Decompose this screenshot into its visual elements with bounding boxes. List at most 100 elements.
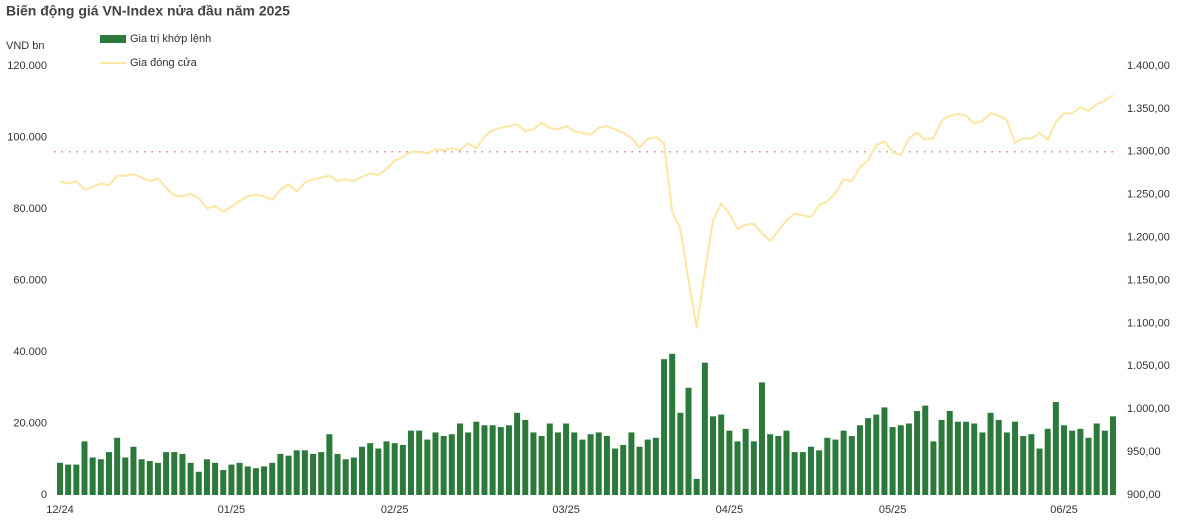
bar (154, 462, 161, 495)
bar (1012, 421, 1019, 495)
bar (612, 448, 619, 495)
bar (685, 387, 692, 495)
bar (742, 428, 749, 495)
bar (473, 421, 480, 495)
bar (179, 453, 186, 495)
legend-swatch (100, 35, 126, 43)
bar (465, 432, 472, 495)
bar (530, 432, 537, 495)
bar (130, 446, 137, 495)
bar (342, 459, 349, 495)
bar (938, 419, 945, 495)
y2-tick-label: 1.250,00 (1127, 189, 1170, 201)
bar (1101, 430, 1108, 495)
bar (97, 459, 104, 495)
bar (954, 421, 961, 495)
bar (807, 446, 814, 495)
bar (481, 425, 488, 495)
bar (603, 436, 610, 495)
bar (538, 436, 545, 495)
bar (228, 464, 235, 495)
bar (1028, 434, 1035, 495)
bar (448, 434, 455, 495)
bar (105, 452, 112, 495)
y-tick-label: 60.000 (13, 274, 47, 286)
bar (269, 462, 276, 495)
bar (187, 462, 194, 495)
bar (759, 382, 765, 495)
chart-title: Biến động giá VN-Index nửa đầu năm 2025 (6, 3, 290, 19)
bar (799, 452, 806, 495)
bar (252, 468, 259, 495)
bar (383, 441, 390, 495)
x-tick-label: 04/25 (716, 504, 744, 516)
x-tick-label: 03/25 (552, 504, 580, 516)
bar (334, 453, 341, 495)
bar (203, 459, 210, 495)
bar (1069, 430, 1076, 495)
bar (440, 436, 447, 495)
price-line (59, 94, 1114, 329)
bar (652, 437, 659, 495)
y-tick-label: 80.000 (13, 203, 47, 215)
bar (408, 430, 414, 495)
x-tick-label: 01/25 (218, 504, 246, 516)
bar (122, 457, 129, 495)
bar (1110, 416, 1116, 495)
y2-tick-label: 1.000,00 (1127, 403, 1170, 415)
bar (881, 407, 888, 495)
bar (897, 425, 904, 495)
bar (971, 423, 978, 495)
bar (293, 450, 300, 495)
bar (432, 432, 439, 495)
bar (301, 450, 308, 495)
y-tick-label: 0 (41, 489, 47, 501)
bar (1020, 436, 1027, 495)
bar (963, 421, 970, 495)
bar (636, 446, 643, 495)
bar (65, 464, 72, 495)
bar (497, 427, 504, 495)
bar (367, 443, 374, 495)
bar (595, 432, 602, 495)
bar (783, 430, 790, 495)
bar (563, 423, 570, 495)
bar (995, 419, 1002, 495)
bar (1036, 448, 1043, 495)
bar (489, 425, 496, 495)
bar (285, 455, 292, 495)
bar (726, 430, 733, 495)
bar (146, 461, 153, 495)
bar (571, 432, 578, 495)
y2-tick-label: 900,00 (1127, 489, 1161, 501)
bar (244, 466, 251, 495)
bar (873, 414, 880, 495)
bar (914, 410, 921, 495)
legend-label: Gia trị khớp lệnh (130, 33, 211, 45)
bar (114, 437, 121, 495)
bar (391, 443, 398, 495)
bar (277, 453, 284, 495)
bar (1093, 423, 1100, 495)
bar (310, 453, 317, 495)
y-tick-label: 120.000 (7, 60, 47, 72)
bar (620, 444, 627, 495)
bar (824, 437, 831, 495)
bar (1085, 437, 1092, 495)
y-axis-label: VND bn (6, 40, 45, 52)
bar (644, 439, 651, 495)
y2-tick-label: 1.350,00 (1127, 103, 1170, 115)
y-tick-label: 40.000 (13, 346, 47, 358)
bar (718, 414, 725, 495)
bar (669, 353, 676, 495)
bar (1061, 425, 1068, 495)
y-tick-label: 100.000 (7, 131, 47, 143)
bar (775, 436, 782, 495)
bar (163, 452, 170, 495)
bar (195, 471, 202, 495)
bar (514, 412, 521, 495)
bar (1077, 428, 1084, 495)
y2-tick-label: 1.400,00 (1127, 60, 1170, 72)
bar (505, 425, 512, 495)
